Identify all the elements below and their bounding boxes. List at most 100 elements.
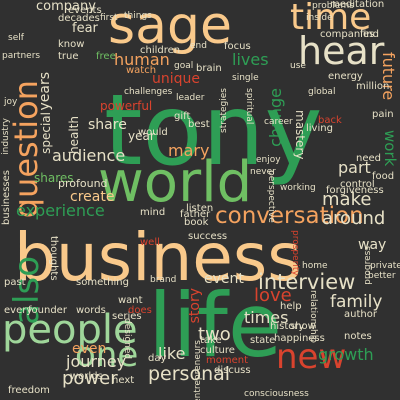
word-family: family: [330, 292, 383, 312]
word-know: know: [58, 39, 85, 50]
word-people: people: [2, 307, 138, 353]
word-partners: partners: [2, 51, 41, 61]
word-well: well: [140, 237, 160, 248]
word-lives: lives: [232, 50, 269, 69]
word-special: special: [39, 112, 53, 154]
word-companies: companies: [320, 29, 375, 40]
word-notes: notes: [344, 331, 372, 342]
word-control: control: [340, 179, 375, 190]
word-things: things: [124, 11, 152, 21]
word-business: business: [14, 219, 302, 296]
word-better: better: [368, 271, 396, 281]
word-relationship: relationship: [308, 290, 318, 343]
word-success: success: [188, 231, 228, 242]
word-true: true: [58, 51, 79, 62]
word-thoughts: thoughts: [48, 236, 59, 281]
word-gift: gift: [174, 111, 191, 122]
word-would: would: [138, 127, 168, 138]
word-help: help: [280, 301, 302, 312]
word-forgiveness: forgiveness: [326, 185, 384, 196]
word-fear: fear: [72, 21, 98, 36]
word-discuss: discuss: [214, 365, 251, 376]
word-mind: mind: [140, 207, 166, 218]
word-million: million: [356, 81, 390, 92]
word-growth: growth: [318, 345, 374, 364]
word-something: something: [76, 277, 129, 288]
word-watch: watch: [126, 65, 157, 76]
word-businesses: businesses: [1, 170, 12, 225]
word-back: back: [318, 115, 342, 126]
word-designed: designed: [122, 318, 132, 360]
word-part: part: [338, 158, 371, 177]
word-world: world: [98, 150, 253, 215]
word-mary: mary: [168, 141, 210, 160]
word-profound: profound: [58, 177, 108, 190]
word-like: like: [158, 344, 186, 363]
word-does: does: [128, 305, 152, 316]
word-share: share: [88, 117, 127, 133]
word-personal: personal: [148, 363, 231, 385]
word-strategies: strategies: [219, 88, 229, 133]
word-power: power: [62, 368, 118, 389]
word-even: even: [72, 341, 107, 357]
word-private: private: [370, 261, 400, 271]
word-series: series: [112, 311, 142, 322]
word-take: take: [200, 335, 222, 346]
word-self: self: [8, 33, 24, 43]
word-company: company: [36, 0, 96, 14]
word-problems: problems: [312, 1, 354, 11]
word-want: want: [118, 295, 143, 306]
word-perspective: perspective: [266, 170, 276, 223]
word-decades: decades: [58, 13, 100, 24]
word-create: create: [70, 189, 115, 205]
word-interview: interview: [258, 270, 356, 294]
word-state: state: [250, 335, 276, 346]
word-first: first: [100, 13, 118, 23]
word-years: years: [37, 72, 53, 111]
word-words: words: [76, 305, 106, 316]
word-energy: energy: [328, 71, 363, 82]
word-hear: hear: [298, 29, 385, 73]
word-unique: unique: [152, 71, 201, 87]
word-focus: focus: [224, 41, 251, 52]
word-prosperity: prosperity: [290, 230, 300, 276]
word-culture: culture: [200, 345, 235, 356]
word-listen: listen: [186, 203, 214, 214]
word-find: find: [360, 29, 379, 40]
word-audience: audience: [52, 146, 126, 165]
word-founder: founder: [28, 305, 67, 316]
word-one: one: [75, 335, 139, 375]
word-brand: brand: [150, 275, 177, 285]
word-experience: experience: [16, 201, 105, 220]
word-time: time: [290, 0, 372, 38]
word-need: need: [356, 153, 381, 164]
word-sage: sage: [108, 0, 232, 56]
word-home: home: [302, 261, 328, 271]
word-children: children: [140, 45, 181, 56]
word-shares: shares: [34, 171, 74, 185]
word-best: best: [188, 119, 210, 130]
word-global: global: [308, 87, 336, 97]
word-tony: tony: [104, 74, 323, 188]
word-single: single: [232, 73, 259, 83]
word-mastery: mastery: [293, 110, 307, 160]
word-two: two: [198, 324, 231, 345]
word-history: history: [270, 321, 305, 332]
word-love: love: [254, 285, 292, 306]
word-end: end: [190, 41, 207, 51]
word-show: show: [290, 321, 316, 332]
word-make: make: [322, 189, 372, 210]
word-events: events: [68, 5, 102, 16]
word-book: book: [184, 217, 209, 228]
word-past: past: [4, 277, 26, 288]
word-spiritual: spiritual: [244, 88, 254, 125]
word-life: life: [148, 274, 283, 377]
word-powerful: powerful: [100, 99, 153, 113]
word-goal: goal: [174, 61, 194, 71]
word-working: working: [280, 183, 316, 193]
word-next: next: [112, 375, 135, 386]
word-free: free: [96, 51, 116, 62]
word-joy: joy: [4, 97, 18, 107]
word-health: health: [67, 116, 81, 154]
